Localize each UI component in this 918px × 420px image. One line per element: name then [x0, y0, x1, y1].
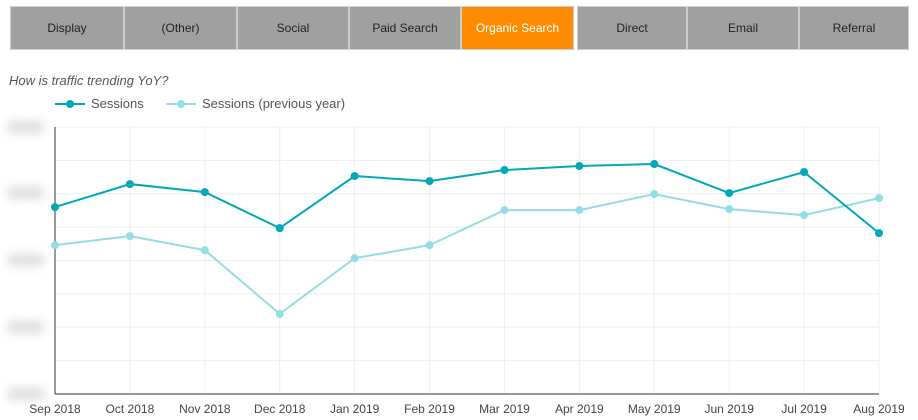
- x-tick-label: Apr 2019: [555, 402, 604, 416]
- data-point: [800, 168, 809, 177]
- y-tick-obscured: [8, 321, 44, 333]
- data-point: [275, 309, 284, 318]
- data-point: [650, 190, 659, 199]
- data-point: [350, 172, 359, 181]
- tab-paid-search[interactable]: Paid Search: [349, 6, 461, 50]
- x-tick-label: Mar 2019: [479, 402, 530, 416]
- data-point: [350, 254, 359, 263]
- y-tick-obscured: [8, 254, 44, 266]
- tab-social[interactable]: Social: [237, 6, 349, 50]
- data-point: [425, 177, 434, 186]
- legend-sessions[interactable]: Sessions: [55, 96, 144, 111]
- chart-title: How is traffic trending YoY?: [9, 73, 169, 88]
- tab-other[interactable]: (Other): [124, 6, 237, 50]
- tab-email[interactable]: Email: [687, 6, 799, 50]
- x-tick-label: Nov 2018: [179, 402, 231, 416]
- data-point: [125, 232, 134, 241]
- x-tick-label: Jan 2019: [330, 402, 380, 416]
- legend-label: Sessions: [91, 96, 144, 111]
- series-line: [54, 163, 880, 234]
- data-point: [200, 246, 209, 255]
- x-tick-label: May 2019: [628, 402, 681, 416]
- x-tick-label: Jun 2019: [704, 402, 754, 416]
- legend-line-icon: [55, 99, 85, 108]
- legend-label: Sessions (previous year): [202, 96, 346, 111]
- data-point: [275, 224, 284, 233]
- tab-organic-search[interactable]: Organic Search: [461, 6, 574, 50]
- y-tick-obscured: [8, 388, 44, 400]
- legend-prev[interactable]: Sessions (previous year): [166, 96, 345, 111]
- data-point: [500, 166, 509, 175]
- data-point: [575, 206, 584, 215]
- x-tick-label: Aug 2019: [853, 402, 905, 416]
- x-tick-label: Dec 2018: [254, 402, 306, 416]
- data-point: [125, 180, 134, 189]
- tab-referral[interactable]: Referral: [799, 6, 909, 50]
- y-tick-obscured: [8, 187, 44, 199]
- data-point: [650, 160, 659, 169]
- data-point: [725, 205, 734, 214]
- data-point: [51, 203, 59, 212]
- x-tick-label: Sep 2018: [29, 402, 81, 416]
- tab-display[interactable]: Display: [10, 6, 124, 50]
- data-point: [725, 189, 734, 198]
- x-tick-label: Jul 2019: [781, 402, 827, 416]
- data-point: [51, 241, 59, 250]
- legend-line-icon: [166, 99, 196, 108]
- data-point: [800, 211, 809, 220]
- series-line: [54, 193, 880, 316]
- x-tick-label: Feb 2019: [404, 402, 455, 416]
- data-point: [500, 206, 509, 215]
- data-point: [200, 188, 209, 197]
- y-tick-obscured: [8, 121, 44, 133]
- data-point: [575, 162, 584, 171]
- data-point: [875, 194, 883, 203]
- data-point: [425, 241, 434, 250]
- tab-direct[interactable]: Direct: [577, 6, 687, 50]
- x-tick-label: Oct 2018: [106, 402, 155, 416]
- data-point: [875, 229, 883, 238]
